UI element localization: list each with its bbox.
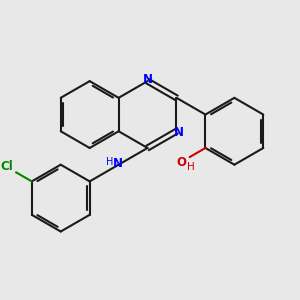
- Text: N: N: [112, 157, 123, 170]
- Text: H: H: [187, 162, 195, 172]
- Text: H: H: [106, 157, 113, 166]
- Text: Cl: Cl: [0, 160, 13, 173]
- Text: N: N: [173, 126, 184, 139]
- Text: N: N: [142, 73, 152, 85]
- Text: O: O: [176, 156, 186, 169]
